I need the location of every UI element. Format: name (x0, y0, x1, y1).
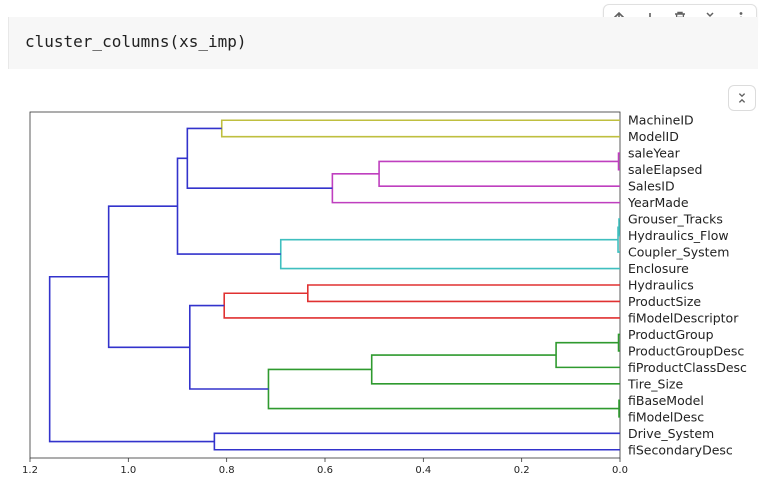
leaf-label: YearMade (627, 195, 689, 210)
dendrogram-link-8 (176, 157, 281, 255)
leaf-label: MachineID (628, 113, 694, 128)
leaf-label: fiModelDescriptor (628, 310, 739, 325)
x-tick-label: 0.8 (219, 465, 235, 476)
x-tick-label: 1.0 (120, 465, 136, 476)
dendrogram-link-19 (48, 275, 215, 443)
code-cell[interactable]: cluster_columns(xs_imp) (8, 17, 758, 69)
dendrogram-link-5 (618, 218, 620, 237)
x-tick-label: 1.2 (22, 465, 38, 476)
dendrogram-link-7 (279, 238, 620, 270)
collapse-icon (738, 93, 746, 103)
leaf-label: Coupler_System (628, 245, 729, 260)
leaf-label: Hydraulics_Flow (628, 228, 729, 243)
leaf-label: ProductGroup (628, 327, 714, 342)
dendrogram-link-15 (267, 368, 620, 410)
dendrogram-link-18 (213, 432, 620, 451)
leaf-label: saleElapsed (628, 162, 702, 177)
dendrogram-link-2 (378, 160, 620, 187)
leaf-label: Hydraulics (628, 278, 694, 293)
leaf-label: ProductSize (628, 294, 701, 309)
collapse-output-button[interactable] (728, 85, 756, 111)
dendrogram-link-12 (555, 341, 620, 369)
leaf-label: Enclosure (628, 261, 689, 276)
leaf-label: ModelID (628, 129, 679, 144)
leaf-label: fiModelDesc (628, 409, 704, 424)
dendrogram-link-0 (220, 119, 620, 138)
leaf-label: Tire_Size (627, 376, 683, 391)
x-tick-label: 0.2 (514, 465, 530, 476)
leaf-label: Drive_System (628, 426, 714, 441)
leaf-label: ProductGroupDesc (628, 343, 744, 358)
code-editor-text[interactable]: cluster_columns(xs_imp) (25, 32, 247, 51)
x-tick-label: 0.0 (612, 465, 628, 476)
dendrogram-link-16 (188, 304, 269, 390)
x-tick-label: 0.4 (415, 465, 431, 476)
dendrogram-link-14 (618, 399, 620, 418)
leaf-label: saleYear (628, 146, 681, 161)
leaf-label: fiProductClassDesc (628, 360, 747, 375)
x-tick-label: 0.6 (317, 465, 333, 476)
dendrogram-link-3 (331, 172, 620, 204)
dendrogram-link-17 (107, 205, 190, 349)
leaf-label: Grouser_Tracks (628, 212, 723, 227)
dendrogram-link-9 (306, 284, 620, 303)
dendrogram-link-10 (223, 292, 620, 319)
leaf-label: SalesID (628, 179, 675, 194)
leaf-label: fiBaseModel (628, 393, 704, 408)
leaf-label: fiSecondaryDesc (628, 442, 733, 457)
dendrogram-link-13 (370, 354, 620, 385)
